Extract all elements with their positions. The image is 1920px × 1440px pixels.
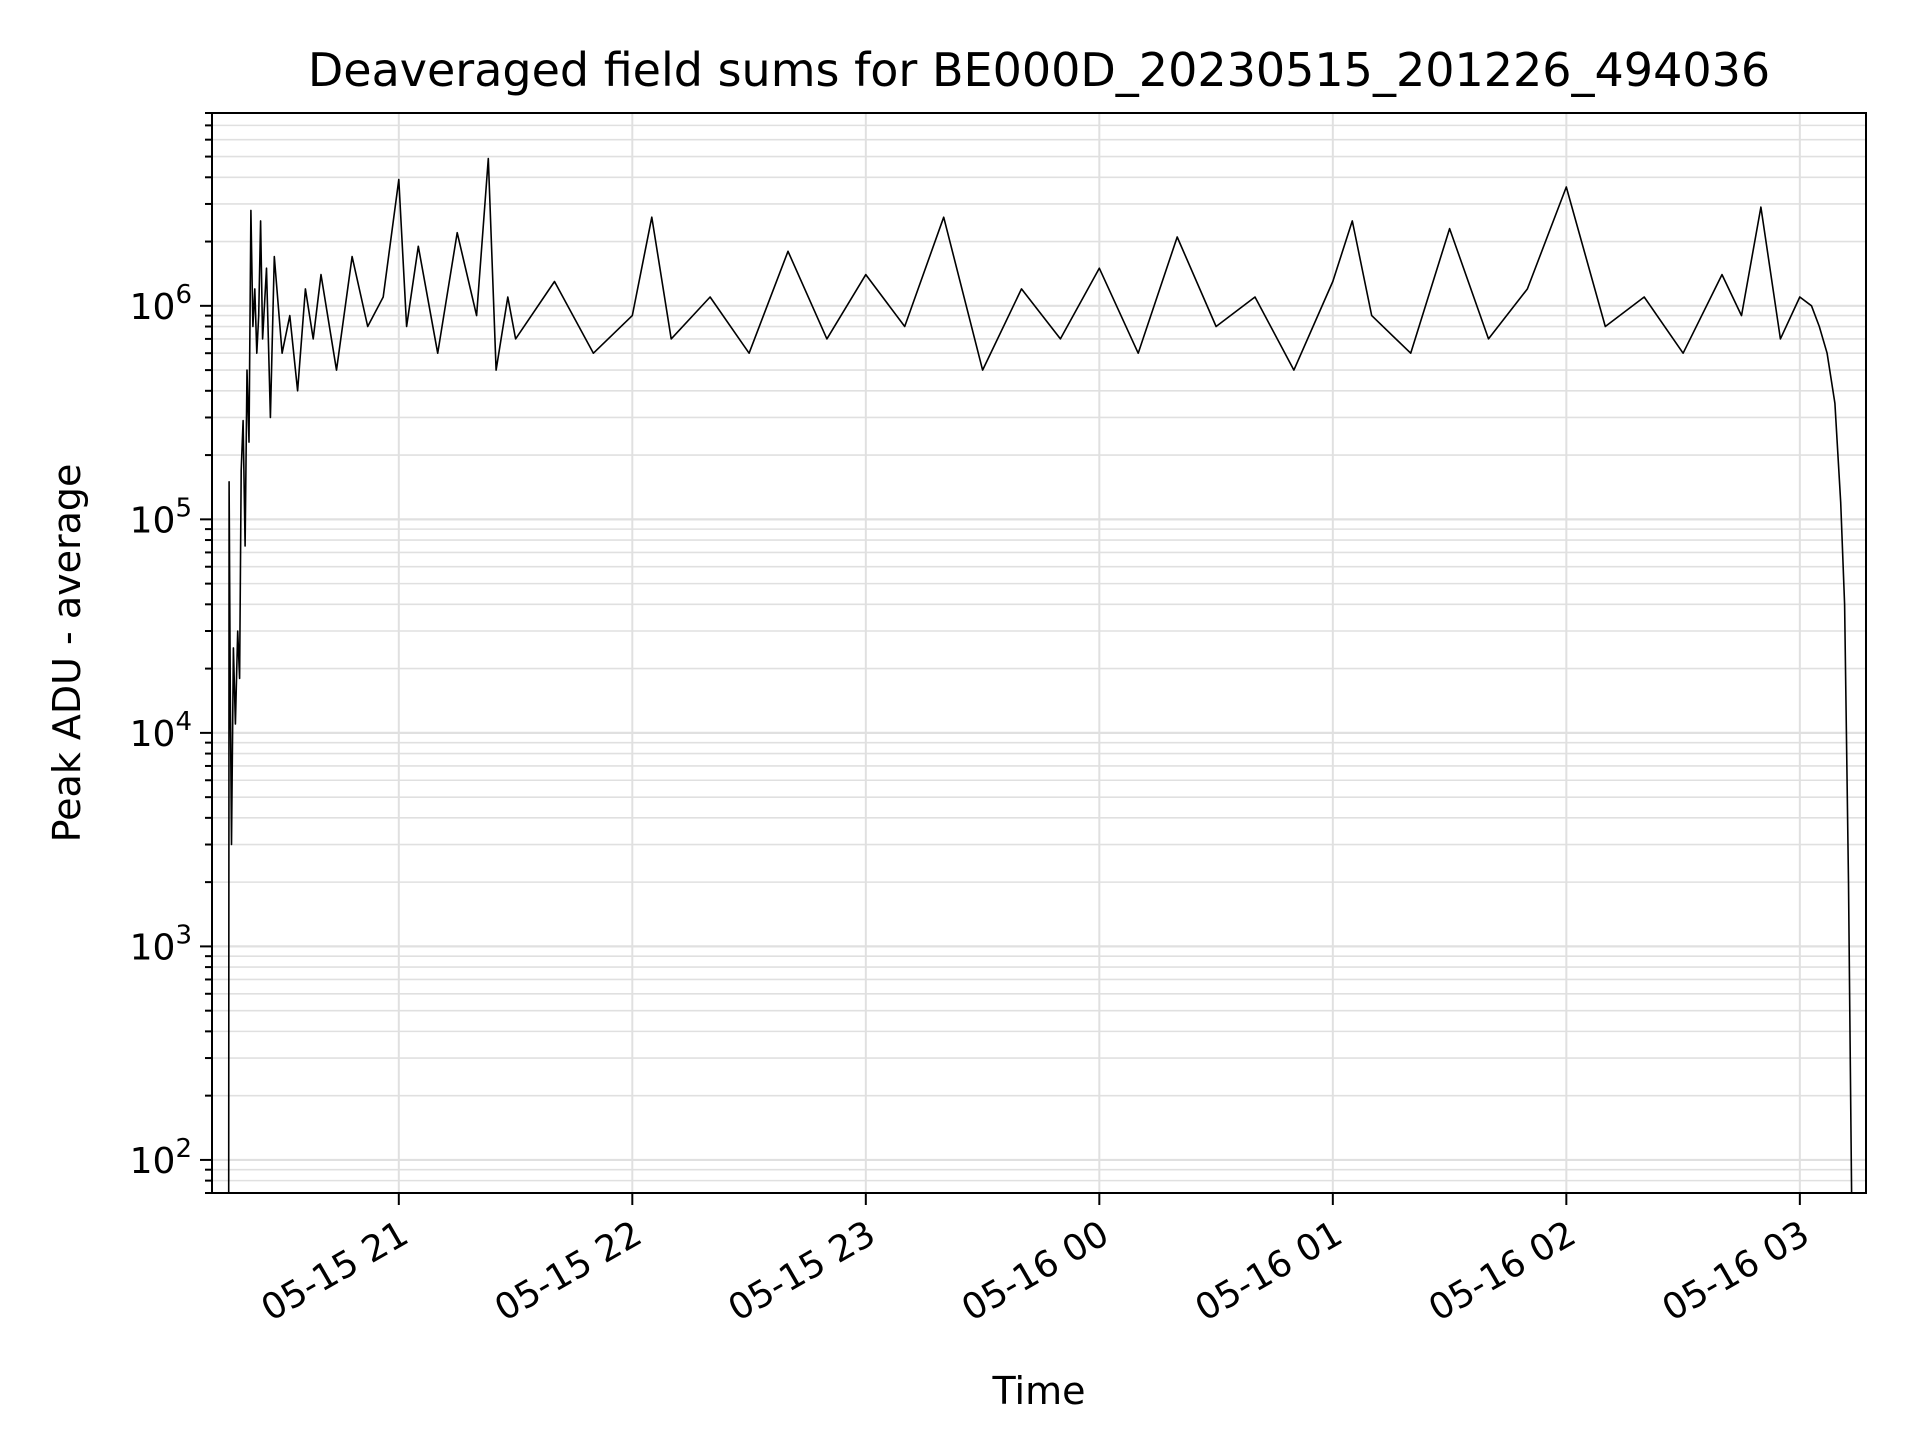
- series-line: [227, 157, 1853, 1194]
- x-tick-label: 05-16 02: [1422, 1213, 1583, 1329]
- x-tick-label: 05-16 03: [1656, 1213, 1817, 1329]
- x-tick-label: 05-15 22: [488, 1213, 649, 1329]
- y-tick-label: 104: [130, 707, 192, 755]
- y-axis-label: Peak ADU - average: [45, 464, 89, 843]
- x-tick-label: 05-15 21: [255, 1213, 416, 1329]
- x-tick-label: 05-15 23: [722, 1213, 883, 1329]
- grid-layer: [212, 112, 1866, 1194]
- y-tick-label: 106: [130, 280, 192, 328]
- y-tick-label: 105: [130, 493, 192, 541]
- x-tick-label: 05-16 01: [1189, 1213, 1350, 1329]
- y-tick-label: 102: [130, 1134, 192, 1182]
- y-tick-label: 103: [130, 920, 192, 968]
- plot-frame: [211, 112, 1867, 1194]
- x-axis-label: Time: [992, 1369, 1086, 1413]
- chart-title: Deaveraged field sums for BE000D_2023051…: [308, 43, 1770, 97]
- series-layer: [227, 157, 1853, 1194]
- x-tick-label: 05-16 00: [955, 1213, 1116, 1329]
